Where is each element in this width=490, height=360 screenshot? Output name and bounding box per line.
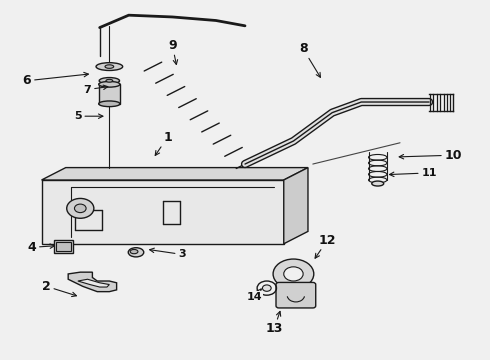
Polygon shape [42,180,284,244]
Circle shape [67,198,94,218]
Text: 10: 10 [399,149,462,162]
Polygon shape [68,272,117,292]
Text: 9: 9 [168,39,177,64]
Text: 8: 8 [299,42,320,77]
Text: 1: 1 [155,131,172,156]
Circle shape [284,267,303,281]
Polygon shape [78,279,109,287]
Bar [56,242,71,251]
Bar [53,240,73,253]
Text: 7: 7 [84,85,108,95]
Circle shape [273,259,314,289]
Text: 14: 14 [247,289,263,302]
Ellipse shape [96,63,122,71]
Text: 12: 12 [315,234,336,258]
Ellipse shape [106,79,113,82]
Ellipse shape [99,77,120,84]
Text: 5: 5 [74,111,103,121]
Polygon shape [284,168,308,244]
Text: 4: 4 [27,241,54,254]
FancyBboxPatch shape [276,283,316,308]
Text: 6: 6 [23,72,88,87]
Circle shape [74,204,86,213]
Bar [98,84,120,104]
Text: 13: 13 [266,311,283,336]
Ellipse shape [98,81,120,87]
Text: 3: 3 [149,248,186,260]
Ellipse shape [105,65,114,68]
Ellipse shape [98,101,120,107]
Ellipse shape [128,248,144,257]
Ellipse shape [130,249,138,254]
Text: 2: 2 [42,280,76,297]
Circle shape [263,285,271,291]
Polygon shape [42,168,308,180]
Ellipse shape [372,181,384,186]
Text: 11: 11 [390,168,437,178]
